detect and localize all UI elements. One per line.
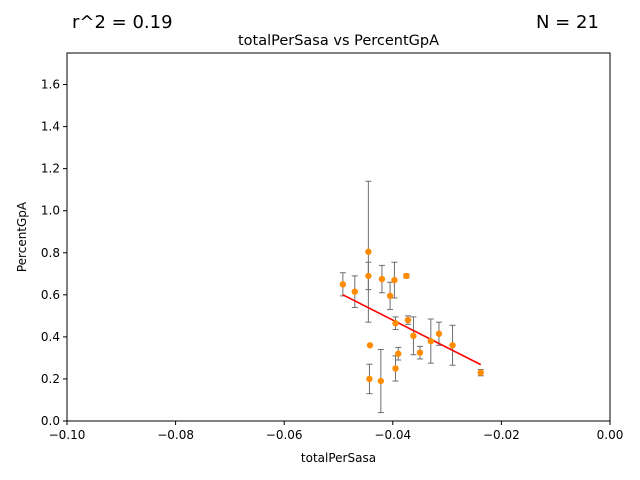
data-point (427, 337, 435, 345)
y-tick-label: 0.4 (41, 330, 60, 344)
data-point (395, 350, 402, 357)
y-tick-label: 1.2 (41, 162, 60, 176)
data-point (410, 332, 417, 340)
data-point (477, 369, 484, 376)
x-tick-label: −0.04 (374, 428, 411, 442)
x-tick-label: −0.10 (49, 428, 86, 442)
x-tick-label: −0.02 (483, 428, 520, 442)
fit-line-group (342, 294, 482, 366)
x-axis: −0.10 −0.08 −0.06 −0.04 −0.02 0.00 (49, 421, 624, 442)
x-tick-label: 0.00 (597, 428, 624, 442)
data-point (435, 330, 443, 337)
y-tick-label: 0.6 (41, 288, 60, 302)
y-tick-label: 1.4 (41, 120, 60, 134)
x-tick-label: −0.08 (157, 428, 194, 442)
data-points (339, 248, 484, 385)
plot-area (66, 52, 611, 422)
regression-line (342, 294, 482, 366)
data-point (416, 349, 424, 356)
x-axis-label: totalPerSasa (301, 451, 376, 465)
data-point (351, 288, 358, 295)
chart-title: totalPerSasa vs PercentGpA (238, 33, 439, 49)
sample-count-label: N = 21 (536, 12, 599, 33)
y-axis-label: PercentGpA (15, 201, 29, 272)
x-tick-label: −0.06 (266, 428, 303, 442)
data-point (403, 272, 410, 280)
data-point (377, 377, 385, 385)
data-point (391, 276, 398, 284)
y-tick-label: 1.0 (41, 204, 60, 218)
y-tick-label: 0.8 (41, 246, 60, 260)
data-point (378, 275, 386, 283)
data-point (365, 248, 372, 255)
error-bars (339, 180, 484, 414)
y-tick-label: 0.0 (41, 414, 60, 428)
y-axis: 0.0 0.2 0.4 0.6 0.8 1.0 1.2 1.4 1.6 (41, 78, 67, 428)
data-point (392, 365, 399, 372)
data-point (366, 342, 374, 349)
data-point (339, 281, 347, 288)
data-point (365, 272, 372, 280)
data-point (449, 342, 456, 349)
r-squared-label: r^2 = 0.19 (72, 12, 173, 33)
data-point (392, 320, 399, 327)
data-point (404, 316, 412, 324)
data-point (366, 375, 373, 383)
y-tick-label: 1.6 (41, 78, 60, 92)
data-point (386, 292, 394, 300)
y-tick-label: 0.2 (41, 372, 60, 386)
